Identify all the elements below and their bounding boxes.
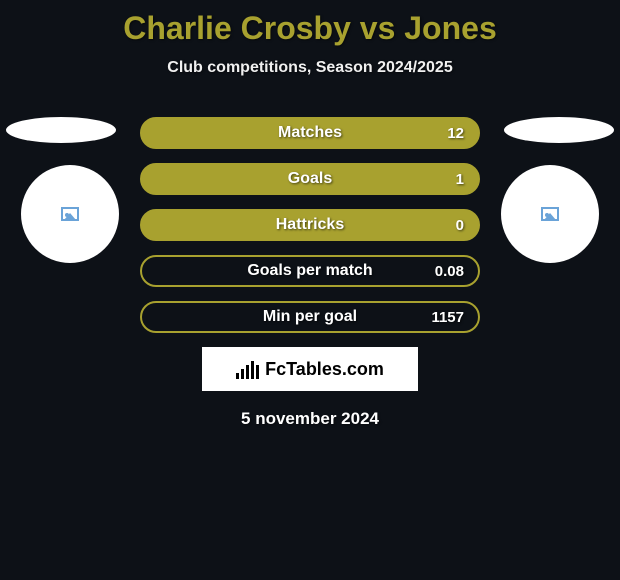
- stat-label: Goals: [288, 170, 332, 188]
- stat-label: Hattricks: [276, 216, 344, 234]
- right-country-ellipse: [504, 117, 614, 143]
- stat-value: 1: [456, 171, 464, 188]
- stat-bar: Goals 1: [140, 163, 480, 195]
- stat-bar: Goals per match 0.08: [140, 255, 480, 287]
- logo-bars-icon: [236, 359, 259, 379]
- comparison-body: Matches 12 Goals 1 Hattricks 0 Goals per match…: [0, 117, 620, 429]
- infographic-date: 5 november 2024: [0, 409, 620, 429]
- left-player-avatar: [21, 165, 119, 263]
- stats-bars: Matches 12 Goals 1 Hattricks 0 Goals per match…: [140, 117, 480, 333]
- stat-label: Matches: [278, 124, 342, 142]
- stat-bar: Matches 12: [140, 117, 480, 149]
- fctables-logo[interactable]: FcTables.com: [202, 347, 418, 391]
- stat-value: 0.08: [435, 263, 464, 280]
- stat-value: 0: [456, 217, 464, 234]
- stat-value: 1157: [431, 309, 464, 326]
- comparison-subtitle: Club competitions, Season 2024/2025: [0, 59, 620, 77]
- stat-label: Goals per match: [247, 262, 372, 280]
- stat-bar: Hattricks 0: [140, 209, 480, 241]
- logo-text: FcTables.com: [265, 359, 384, 380]
- stat-bar: Min per goal 1157: [140, 301, 480, 333]
- image-placeholder-icon: [541, 207, 559, 221]
- image-placeholder-icon: [61, 207, 79, 221]
- left-country-ellipse: [6, 117, 116, 143]
- comparison-title: Charlie Crosby vs Jones: [0, 0, 620, 47]
- stat-value: 12: [447, 125, 464, 142]
- right-player-avatar: [501, 165, 599, 263]
- stat-label: Min per goal: [263, 308, 357, 326]
